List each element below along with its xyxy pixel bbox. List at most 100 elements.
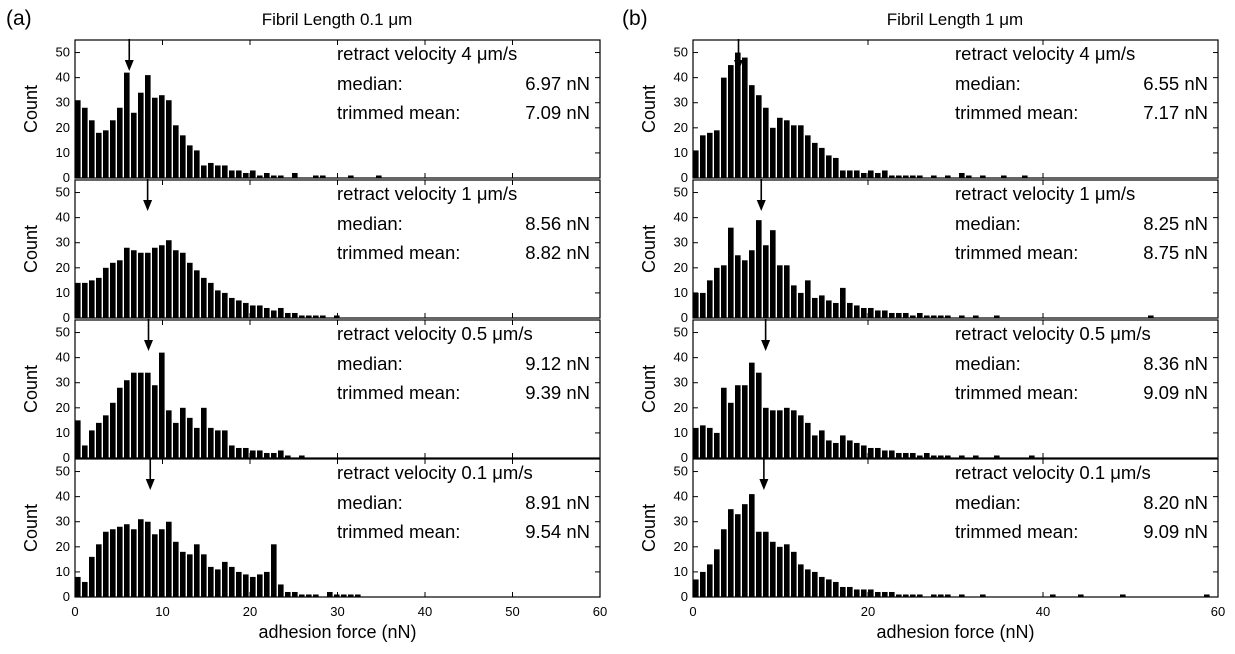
histogram-bar [728,509,734,597]
histogram-bar [917,312,923,318]
histogram-bar [742,260,748,318]
histogram-bar [236,571,242,597]
histogram-bar [208,427,214,458]
y-tick-label: 20 [56,120,70,135]
histogram-bar [742,504,748,597]
histogram-bar [257,175,263,178]
histogram-bar [770,127,776,178]
histogram-bar [700,571,706,597]
trimmed-mean-value: 9.09 nN [1143,521,1208,542]
histogram-bar [75,420,81,458]
y-tick-label: 10 [674,145,688,160]
histogram-bar [313,594,319,597]
histogram-bar [882,591,888,597]
histogram-bar [847,440,853,458]
histogram-bar [138,519,144,597]
y-tick-label: 30 [674,95,688,110]
y-tick-label: 0 [681,170,688,185]
histogram-bar [222,292,228,318]
y-axis-label: Count [21,504,41,552]
histogram-bar [910,175,916,178]
y-tick-label: 0 [681,310,688,325]
histogram-bar [840,586,846,597]
velocity-label: retract velocity 4 μm/s [337,43,517,64]
histogram-bar [714,267,720,318]
plot-frame [692,179,1219,319]
histogram-bar [131,250,137,318]
y-tick-label: 50 [674,45,688,60]
histogram-bar [159,352,165,458]
histogram-bar [847,170,853,178]
histogram-bar [805,280,811,318]
histogram-bar [945,315,951,318]
trimmed-mean-label: trimmed mean: [955,242,1078,263]
histogram-bar [805,135,811,178]
histogram-bar [840,170,846,178]
trimmed-mean-label: trimmed mean: [337,521,460,542]
y-tick-label: 40 [56,350,70,365]
histogram-bar [714,130,720,178]
histogram-bar [82,107,88,178]
histogram-bar [103,531,109,597]
histogram-bar [889,175,895,178]
histogram-bar [145,75,151,178]
histogram-bar [798,415,804,458]
histogram-bar [138,252,144,318]
median-arrow-icon [759,479,769,490]
histogram-bar [264,571,270,597]
histogram-bar [348,175,354,178]
histogram-bar [938,315,944,318]
histogram-bar [348,594,354,597]
histogram-bar [910,594,916,597]
histogram-bar [889,312,895,318]
histogram-bar [320,315,326,318]
histogram-bar [180,252,186,318]
y-tick-label: 0 [681,450,688,465]
histogram-bar [159,529,165,597]
histogram-bar [917,594,923,597]
y-axis-label: Count [639,504,659,552]
histogram-bar [791,285,797,318]
histogram-bar [693,292,699,318]
histogram-bar [306,594,312,597]
median-arrow-icon [143,200,153,211]
histogram-bar [924,315,930,318]
median-value: 8.20 nN [1143,492,1208,513]
histogram-bar [229,566,235,597]
histogram-bar [103,415,109,458]
histogram-bar [117,107,123,178]
x-tick-label: 20 [861,604,875,619]
y-tick-label: 10 [56,285,70,300]
histogram-bar [82,581,88,597]
median-label: median: [337,73,403,94]
histogram-bar [931,594,937,597]
y-tick-label: 10 [674,285,688,300]
histogram-bar [735,385,741,458]
histogram-bar [861,445,867,458]
histogram-bar [959,172,965,178]
histogram-bar [257,574,263,597]
histogram-bar [152,534,158,597]
histogram-bar [131,112,137,178]
histogram-bar [117,526,123,597]
trimmed-mean-value: 9.09 nN [1143,382,1208,403]
velocity-label: retract velocity 0.1 μm/s [337,462,533,483]
histogram-bar [96,132,102,178]
y-tick-label: 10 [674,425,688,440]
histogram-bar [166,100,172,178]
histogram-bar [145,372,151,458]
histogram-bar [82,282,88,318]
histogram-bar [271,452,277,458]
histogram-bar [854,589,860,597]
histogram-bar [945,594,951,597]
median-value: 6.55 nN [1143,73,1208,94]
histogram-bar [1001,175,1007,178]
histogram-bar [805,422,811,458]
histogram-bar [763,531,769,597]
histogram-bar [222,165,228,178]
panel-title: Fibril Length 1 μm [887,10,1023,29]
histogram-bar [89,120,95,178]
median-value: 8.25 nN [1143,213,1208,234]
histogram-bar [875,310,881,318]
y-tick-label: 40 [56,210,70,225]
